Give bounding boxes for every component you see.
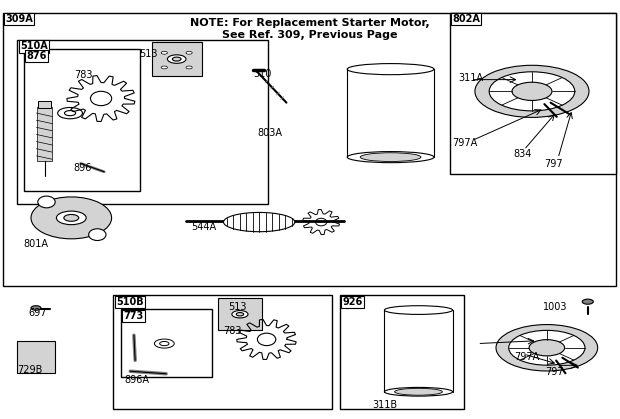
Ellipse shape bbox=[186, 52, 192, 54]
Text: 783: 783 bbox=[223, 326, 242, 336]
Text: 1003: 1003 bbox=[542, 302, 567, 312]
Text: 773: 773 bbox=[123, 311, 144, 321]
Bar bbox=[450, 13, 616, 174]
Bar bbox=[17, 40, 268, 204]
Ellipse shape bbox=[529, 340, 565, 356]
Text: 544A: 544A bbox=[191, 222, 216, 232]
Text: 797A: 797A bbox=[515, 352, 540, 362]
Ellipse shape bbox=[56, 211, 86, 225]
Ellipse shape bbox=[232, 310, 248, 318]
Ellipse shape bbox=[31, 306, 41, 310]
Bar bbox=[113, 295, 332, 409]
Bar bbox=[24, 49, 140, 191]
Ellipse shape bbox=[508, 330, 585, 365]
Text: 896A: 896A bbox=[124, 375, 149, 385]
Bar bbox=[121, 309, 212, 377]
Text: 513: 513 bbox=[228, 302, 247, 312]
Text: 311A: 311A bbox=[459, 73, 484, 83]
Text: See Ref. 309, Previous Page: See Ref. 309, Previous Page bbox=[222, 30, 398, 40]
Bar bbox=[340, 295, 464, 409]
Ellipse shape bbox=[161, 52, 167, 54]
Text: 783: 783 bbox=[74, 70, 92, 80]
Text: 311B: 311B bbox=[372, 400, 397, 410]
Text: 834: 834 bbox=[513, 149, 532, 159]
Text: 729B: 729B bbox=[17, 365, 43, 375]
Text: 802A: 802A bbox=[452, 14, 480, 24]
Text: 309A: 309A bbox=[6, 14, 33, 24]
Text: 797: 797 bbox=[546, 367, 564, 377]
Ellipse shape bbox=[394, 388, 443, 395]
Text: 801A: 801A bbox=[24, 239, 48, 249]
Text: eReplacementParts.com: eReplacementParts.com bbox=[203, 228, 355, 241]
Text: 510B: 510B bbox=[116, 297, 144, 307]
Ellipse shape bbox=[582, 299, 593, 304]
Ellipse shape bbox=[161, 66, 167, 69]
Text: 896: 896 bbox=[73, 163, 92, 173]
Ellipse shape bbox=[64, 215, 79, 221]
Ellipse shape bbox=[512, 82, 552, 101]
Circle shape bbox=[89, 229, 106, 241]
Text: 803A: 803A bbox=[257, 128, 282, 138]
Text: 513: 513 bbox=[140, 49, 158, 59]
Ellipse shape bbox=[496, 325, 598, 371]
Bar bbox=[152, 42, 202, 76]
Text: 510A: 510A bbox=[20, 41, 48, 52]
Text: NOTE: For Replacement Starter Motor,: NOTE: For Replacement Starter Motor, bbox=[190, 18, 430, 28]
Ellipse shape bbox=[360, 153, 421, 161]
Text: 797A: 797A bbox=[453, 138, 478, 148]
Ellipse shape bbox=[31, 197, 112, 239]
Text: 926: 926 bbox=[342, 297, 363, 307]
Text: 697: 697 bbox=[28, 308, 46, 318]
Text: 797: 797 bbox=[544, 159, 563, 169]
Bar bbox=[17, 341, 55, 373]
Bar bbox=[3, 13, 616, 286]
Ellipse shape bbox=[223, 212, 294, 232]
Ellipse shape bbox=[475, 65, 589, 117]
Circle shape bbox=[38, 196, 55, 208]
Bar bbox=[218, 298, 262, 330]
Ellipse shape bbox=[167, 55, 186, 63]
Text: 310: 310 bbox=[253, 69, 272, 79]
Bar bbox=[38, 101, 51, 108]
Ellipse shape bbox=[489, 72, 575, 111]
Text: 876: 876 bbox=[26, 51, 46, 61]
Ellipse shape bbox=[172, 57, 181, 61]
Ellipse shape bbox=[236, 313, 244, 316]
Ellipse shape bbox=[160, 341, 169, 346]
Ellipse shape bbox=[186, 66, 192, 69]
Bar bbox=[37, 107, 52, 161]
